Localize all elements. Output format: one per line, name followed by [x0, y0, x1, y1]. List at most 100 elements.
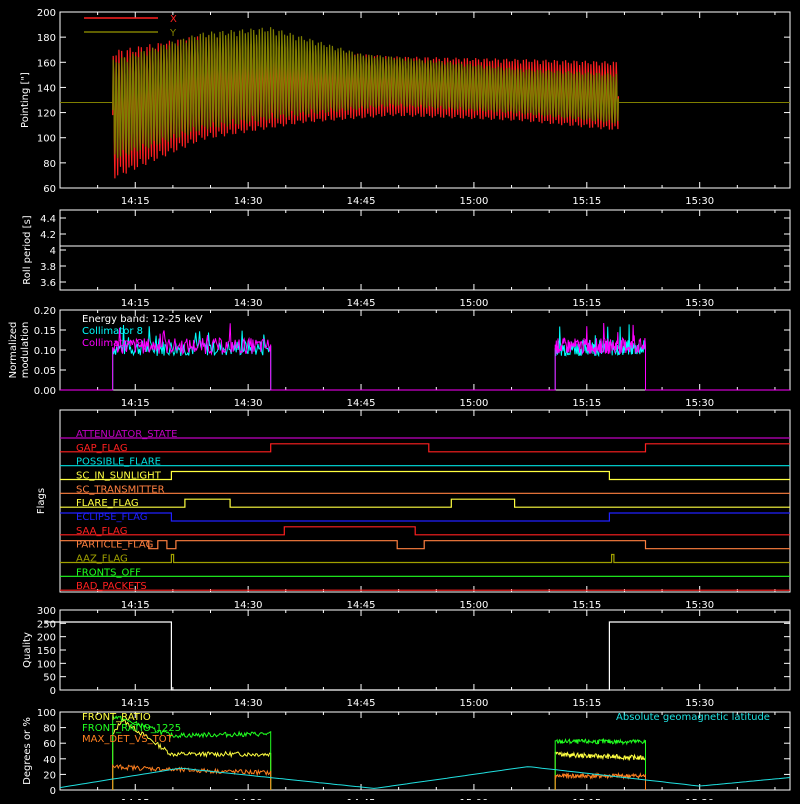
y-tick-label: 160 [37, 58, 56, 69]
x-tick-label: 14:15 [121, 698, 150, 709]
y-tick-label: 50 [43, 673, 56, 684]
x-tick-label: 14:15 [121, 600, 150, 611]
y-tick-label: 3.8 [40, 262, 56, 273]
y-tick-label: 4 [50, 246, 56, 257]
panel-2: 14:15 14:30 14:45 15:00 15:15 15:30 3.6 3.8 4 4.2… [22, 209, 791, 309]
panel-6: 14:1514:3014:4515:0015:1515:300204060801… [22, 708, 791, 804]
ratio-series-line [59, 766, 791, 789]
panel-frame [59, 11, 791, 189]
y-axis-label: Normalized [8, 322, 19, 379]
flag-gap-flag-line [60, 443, 790, 453]
x-tick-label: 15:15 [572, 298, 601, 309]
energy-band-annotation: Energy band: 12-25 keV [82, 314, 203, 325]
legend-label: FRONT_RATIO [82, 712, 151, 723]
flag-aaz-flag-line [60, 553, 790, 564]
x-tick-label: 15:30 [685, 196, 714, 207]
x-tick-label: 15:30 [685, 298, 714, 309]
panel-3: 14:15 14:30 14:45 15:00 15:15 15:30 0.00 0.05 0.… [8, 306, 791, 409]
y-tick-label: 300 [37, 606, 56, 617]
x-tick-label: 15:00 [460, 298, 489, 309]
y-axis-label: Roll period [s] [22, 215, 33, 284]
x-tick-label: 14:15 [121, 298, 150, 309]
y-tick-label: 80 [43, 159, 56, 170]
y-tick-label: 250 [37, 619, 56, 630]
flag-saa-flag-line [60, 526, 790, 536]
y-tick-label: 0.05 [34, 366, 56, 377]
ratio-series-line [112, 763, 646, 790]
y-tick-label: 40 [43, 755, 56, 766]
x-tick-label: 15:00 [460, 600, 489, 611]
x-tick-label: 14:45 [347, 398, 376, 409]
collimator-9-line [60, 322, 790, 391]
flag-label: FLARE_FLAG [76, 498, 139, 509]
x-tick-label: 14:45 [347, 196, 376, 207]
y-tick-label: 200 [37, 633, 56, 644]
x-tick-label: 14:45 [347, 698, 376, 709]
y-tick-label: 100 [37, 708, 56, 719]
y-axis-label: modulation [20, 322, 31, 379]
y-tick-label: 0 [50, 686, 56, 697]
y-tick-label: 0.20 [34, 306, 56, 317]
ratio-series-line [112, 715, 646, 790]
collimator-8-line [60, 324, 790, 391]
flag-label: ECLIPSE_FLAG [76, 512, 147, 523]
x-tick-label: 14:30 [234, 600, 263, 611]
x-tick-label: 15:15 [572, 600, 601, 611]
y-tick-label: 60 [43, 739, 56, 750]
x-tick-label: 14:30 [234, 698, 263, 709]
y-tick-label: 140 [37, 83, 56, 94]
flag-label: SAA_FLAG [76, 526, 127, 537]
y-tick-label: 60 [43, 184, 56, 195]
x-tick-label: 15:00 [460, 698, 489, 709]
x-tick-label: 14:45 [347, 600, 376, 611]
panel-frame [59, 209, 791, 291]
x-tick-label: 14:30 [234, 298, 263, 309]
flag-label: FRONTS_OFF [76, 567, 141, 578]
flag-label: SC_IN_SUNLIGHT [76, 471, 162, 482]
x-tick-label: 15:30 [685, 698, 714, 709]
flag-label: PARTICLE_FLAG [76, 540, 153, 551]
flag-label: SC_TRANSMITTER [76, 484, 165, 495]
legend-label: Y [169, 28, 177, 39]
legend-label: Collimator 9 [82, 338, 143, 349]
y-tick-label: 0.15 [34, 326, 56, 337]
flag-particle-flag-line [60, 540, 790, 550]
y-tick-label: 4.4 [40, 214, 56, 225]
ratio-series-line [112, 719, 646, 790]
legend-label: X [170, 14, 177, 25]
y-tick-label: 80 [43, 724, 56, 735]
x-tick-label: 14:30 [234, 398, 263, 409]
x-tick-label: 15:15 [572, 196, 601, 207]
legend-label: Absolute geomagnetic latitude [616, 712, 770, 723]
y-axis-label: Degrees or % [22, 717, 33, 785]
x-tick-label: 14:30 [234, 196, 263, 207]
x-tick-label: 15:30 [685, 398, 714, 409]
panel-5: 14:15 14:30 14:45 15:00 15:15 15:30 0 50 100 150 2… [22, 606, 791, 709]
y-tick-label: 200 [37, 8, 56, 19]
y-tick-label: 100 [37, 134, 56, 145]
panel-4: 14:15 14:30 14:45 15:00 15:15 15:30 Flags ATTEN… [36, 409, 791, 611]
panel-frame [59, 409, 791, 593]
quality-line [44, 621, 790, 691]
flag-eclipse-flag-line [60, 512, 790, 522]
x-tick-label: 15:00 [460, 196, 489, 207]
series-y-line [112, 27, 619, 159]
flag-label: ATTENUATOR_STATE [76, 429, 177, 440]
y-tick-label: 100 [37, 659, 56, 670]
legend-label: MAX_DET_VS_TOT [82, 734, 174, 745]
x-tick-label: 14:15 [121, 398, 150, 409]
flag-flare-flag-line [60, 498, 790, 508]
x-tick-label: 14:15 [121, 196, 150, 207]
y-tick-label: 120 [37, 109, 56, 120]
y-tick-label: 20 [43, 770, 56, 781]
flag-sc-in-sunlight-line [60, 470, 790, 481]
legend-label: Collimator 8 [82, 326, 143, 337]
flag-label: AAZ_FLAG [76, 554, 128, 565]
x-tick-label: 14:45 [347, 298, 376, 309]
y-axis-label: Quality [22, 632, 33, 668]
flag-label: GAP_FLAG [76, 443, 128, 454]
y-axis-label: Pointing ["] [20, 72, 31, 128]
x-tick-label: 15:00 [460, 398, 489, 409]
